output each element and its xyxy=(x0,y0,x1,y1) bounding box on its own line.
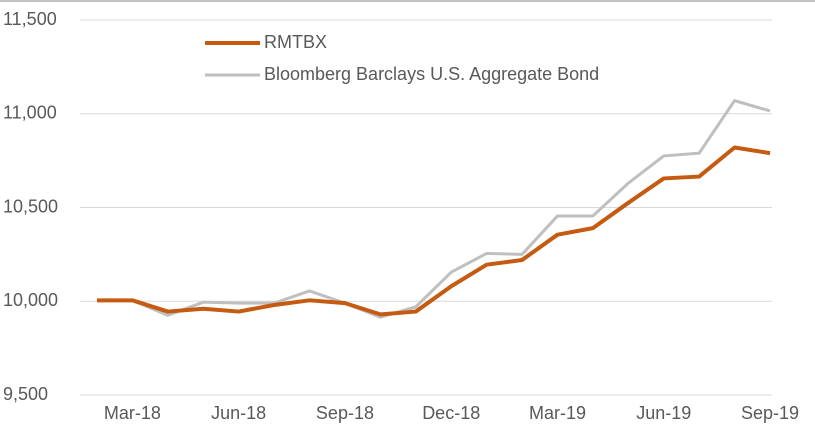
y-tick-label: 10,500 xyxy=(3,196,58,216)
y-tick-label: 10,000 xyxy=(3,290,58,310)
series-line xyxy=(97,99,771,319)
x-tick-label: Mar-18 xyxy=(104,403,161,423)
x-tick-label: Jun-18 xyxy=(211,403,266,423)
legend-label: RMTBX xyxy=(264,32,327,52)
x-tick-label: Sep-18 xyxy=(316,403,374,423)
legend-label: Bloomberg Barclays U.S. Aggregate Bond xyxy=(264,64,599,84)
y-tick-label: 11,500 xyxy=(3,9,57,29)
y-tick-label: 9,500 xyxy=(3,384,48,404)
x-tick-label: Dec-18 xyxy=(422,403,480,423)
y-tick-label: 11,000 xyxy=(3,103,57,123)
x-tick-label: Sep-19 xyxy=(741,403,799,423)
x-tick-label: Jun-19 xyxy=(636,403,691,423)
series-line xyxy=(97,145,771,317)
x-tick-label: Mar-19 xyxy=(529,403,586,423)
